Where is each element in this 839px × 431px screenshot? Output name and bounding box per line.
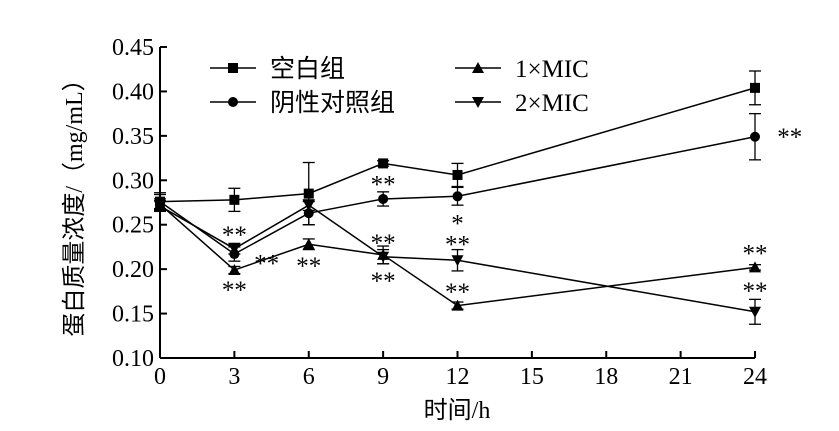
significance-mark: **	[743, 241, 768, 268]
y-tick-label: 0.15	[112, 302, 154, 328]
significance-mark: **	[296, 253, 321, 280]
significance-mark: *	[451, 210, 464, 237]
data-point	[302, 200, 315, 212]
data-point	[229, 194, 240, 205]
data-point	[228, 264, 241, 276]
legend-item-3: 1×MIC	[455, 56, 589, 83]
x-tick-label: 24	[743, 364, 767, 390]
significance-mark: **	[777, 124, 802, 151]
significance-mark: **	[371, 171, 396, 198]
series-line	[159, 87, 756, 203]
data-point	[451, 299, 464, 311]
legend-label: 阴性对照组	[270, 89, 395, 117]
x-axis-ticks: 0 3 6 9 12 15 18 21 24	[154, 351, 767, 390]
legend-item-4: 2×MIC	[455, 90, 589, 117]
legend-label: 空白组	[270, 55, 345, 83]
legend-marker	[228, 97, 238, 107]
x-tick-label: 15	[520, 364, 544, 390]
legend-marker	[472, 97, 484, 108]
x-tick-label: 6	[303, 364, 315, 390]
legend-marker	[228, 63, 238, 73]
x-axis-title: 时间/h	[424, 397, 491, 424]
data-point	[749, 306, 761, 318]
y-tick-label: 0.30	[112, 168, 154, 194]
data-point	[154, 201, 166, 213]
significance-mark: **	[445, 232, 470, 259]
series-line	[159, 204, 756, 313]
y-tick-label: 0.25	[112, 213, 154, 239]
data-point	[452, 191, 463, 202]
y-axis-ticks: 0.10 0.15 0.20 0.25 0.30 0.35 0.40 0.45	[112, 35, 167, 372]
data-point	[750, 131, 760, 142]
series-line	[159, 136, 756, 255]
y-tick-label: 0.35	[112, 124, 154, 150]
data-point	[377, 251, 390, 263]
data-point	[378, 158, 389, 169]
legend-label: 2×MIC	[515, 90, 589, 117]
series-layer	[154, 70, 761, 325]
data-point	[303, 188, 314, 199]
data-point	[749, 261, 761, 273]
data-point	[750, 82, 760, 93]
x-tick-label: 21	[669, 364, 693, 390]
legend-label: 1×MIC	[515, 56, 589, 83]
significance-mark: **	[222, 277, 247, 304]
significance-annotations: ****** *******************	[222, 124, 802, 306]
y-axis-title: 蛋白质量浓度/（mg/mL）	[61, 67, 88, 336]
significance-mark: **	[743, 278, 768, 305]
data-point	[378, 193, 389, 204]
legend-item-1: 空白组	[210, 55, 345, 83]
legend-item-2: 阴性对照组	[210, 89, 395, 117]
significance-mark: **	[222, 222, 247, 249]
series-4	[154, 199, 761, 325]
y-tick-label: 0.10	[112, 346, 154, 372]
series-line	[159, 203, 756, 307]
data-point	[451, 255, 464, 267]
significance-mark: **	[371, 230, 396, 257]
significance-mark: **	[371, 268, 396, 295]
x-tick-label: 3	[228, 364, 240, 390]
significance-mark: **	[445, 279, 470, 306]
y-tick-label: 0.45	[112, 35, 154, 61]
data-point	[452, 169, 463, 180]
x-tick-label: 18	[594, 364, 618, 390]
x-tick-label: 0	[154, 364, 166, 390]
y-tick-label: 0.40	[112, 79, 154, 105]
y-tick-label: 0.20	[112, 257, 154, 283]
legend-marker	[472, 62, 484, 73]
data-point	[228, 243, 241, 255]
significance-mark: **	[254, 250, 279, 277]
data-point	[302, 238, 315, 250]
x-tick-label: 12	[446, 364, 470, 390]
x-tick-label: 9	[377, 364, 389, 390]
